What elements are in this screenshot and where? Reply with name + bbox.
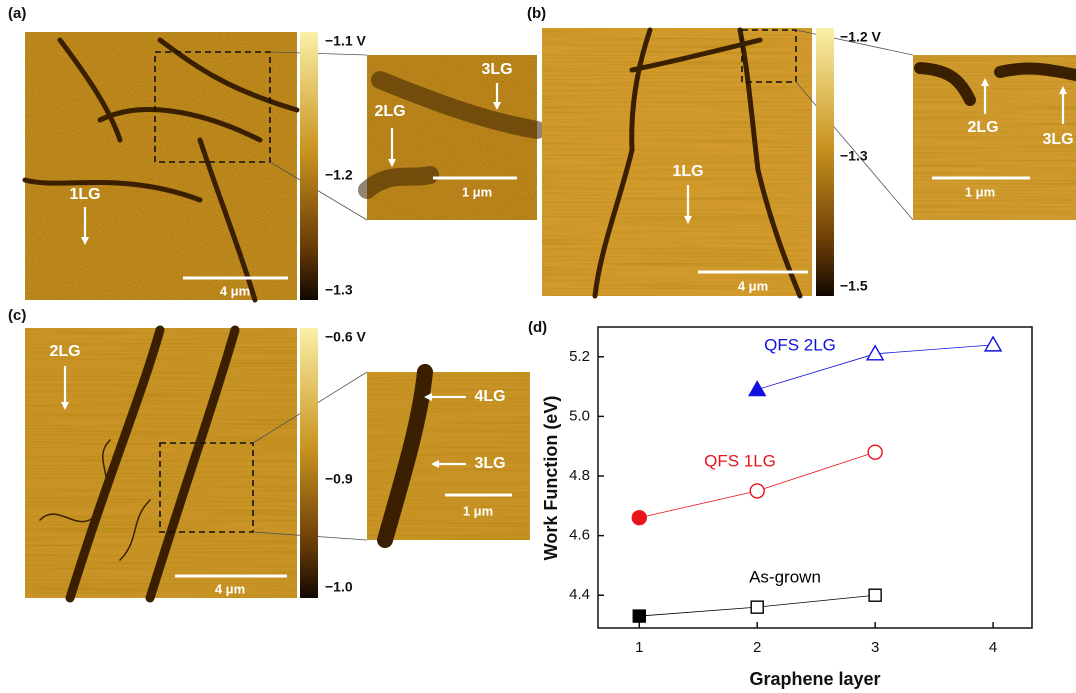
zoom-box	[741, 29, 797, 83]
colorbar-label: −0.9	[325, 471, 353, 487]
scale-bar-label: 4 μm	[215, 581, 245, 596]
y-tick-label: 4.8	[569, 467, 590, 484]
x-axis-title: Graphene layer	[749, 669, 880, 689]
y-tick-label: 5.2	[569, 348, 590, 365]
series-label: QFS 1LG	[704, 451, 776, 470]
x-tick-label: 2	[753, 639, 761, 656]
zoom-box	[154, 51, 271, 163]
scale-bar-label: 4 μm	[738, 278, 768, 293]
colorbar-label: −1.5	[840, 278, 868, 294]
panel-label: (b)	[527, 5, 546, 22]
layer-label: 2LG	[49, 343, 80, 360]
x-tick-label: 3	[871, 639, 879, 656]
layer-label: 1LG	[672, 163, 703, 180]
layer-label: 3LG	[481, 61, 512, 78]
panel-c: (c) −0.6 V −0.9 −1.0 2LG 4LG 3LG 4 μm 1 …	[8, 307, 530, 603]
scale-bar-label: 4 μm	[220, 283, 250, 298]
texture	[913, 55, 1076, 220]
panel-b: (b) −1.2 V −1.3 −1.5 1LG 2LG 3LG 4 μm 1 …	[527, 5, 1076, 299]
wrinkle	[39, 439, 151, 561]
colorbar-label: −1.2 V	[840, 29, 882, 45]
colorbar-label: −1.0	[325, 579, 353, 595]
colorbar	[300, 32, 318, 300]
panel-label: (d)	[528, 319, 547, 336]
colorbar	[300, 328, 318, 598]
domain-region	[914, 62, 1076, 106]
panel-label: (c)	[8, 307, 26, 324]
domain-region	[377, 364, 433, 548]
x-tick-label: 4	[989, 639, 997, 656]
point	[632, 609, 646, 623]
texture	[542, 28, 812, 296]
panel-a: (a) −1.1 V −1.2 −1.3 1LG 2LG 3LG 4 μm 1 …	[8, 5, 546, 303]
point	[748, 380, 767, 397]
scale-bar-label: 1 μm	[462, 184, 492, 199]
y-axis-title: Work Function (eV)	[541, 396, 561, 561]
colorbar-label: −1.1 V	[325, 33, 367, 49]
layer-label: 3LG	[1042, 131, 1073, 148]
layer-label: 2LG	[374, 103, 405, 120]
colorbar-label: −0.6 V	[325, 329, 367, 345]
series-label: QFS 2LG	[764, 335, 836, 354]
y-tick-label: 4.6	[569, 527, 590, 544]
work-function-chart: (d) Graphene layer Work Function (eV) 1 2…	[528, 319, 1033, 689]
series-label: As-grown	[749, 567, 821, 586]
panel-label: (a)	[8, 5, 26, 22]
y-tick-label: 5.0	[569, 407, 590, 424]
point	[865, 344, 885, 361]
domain-region	[358, 71, 546, 199]
domain-edge	[65, 325, 240, 603]
point	[750, 600, 764, 614]
x-tick-label: 1	[635, 639, 643, 656]
plot-frame	[597, 326, 1033, 629]
scale-bar-label: 1 μm	[965, 184, 995, 199]
point	[867, 444, 883, 460]
point	[983, 335, 1003, 352]
colorbar-label: −1.3	[840, 148, 868, 164]
domain-edge	[22, 37, 300, 303]
colorbar-label: −1.3	[325, 282, 353, 298]
point	[749, 483, 765, 499]
layer-label: 2LG	[967, 119, 998, 136]
point	[631, 510, 647, 526]
layer-label: 4LG	[474, 388, 505, 405]
colorbar-label: −1.2	[325, 167, 353, 183]
scale-bar-label: 1 μm	[463, 503, 493, 518]
colorbar	[816, 28, 834, 296]
y-tick-label: 4.4	[569, 586, 590, 603]
texture	[25, 32, 297, 300]
layer-label: 1LG	[69, 186, 100, 203]
point	[868, 588, 882, 602]
layer-label: 3LG	[474, 455, 505, 472]
domain-edge	[592, 27, 803, 299]
